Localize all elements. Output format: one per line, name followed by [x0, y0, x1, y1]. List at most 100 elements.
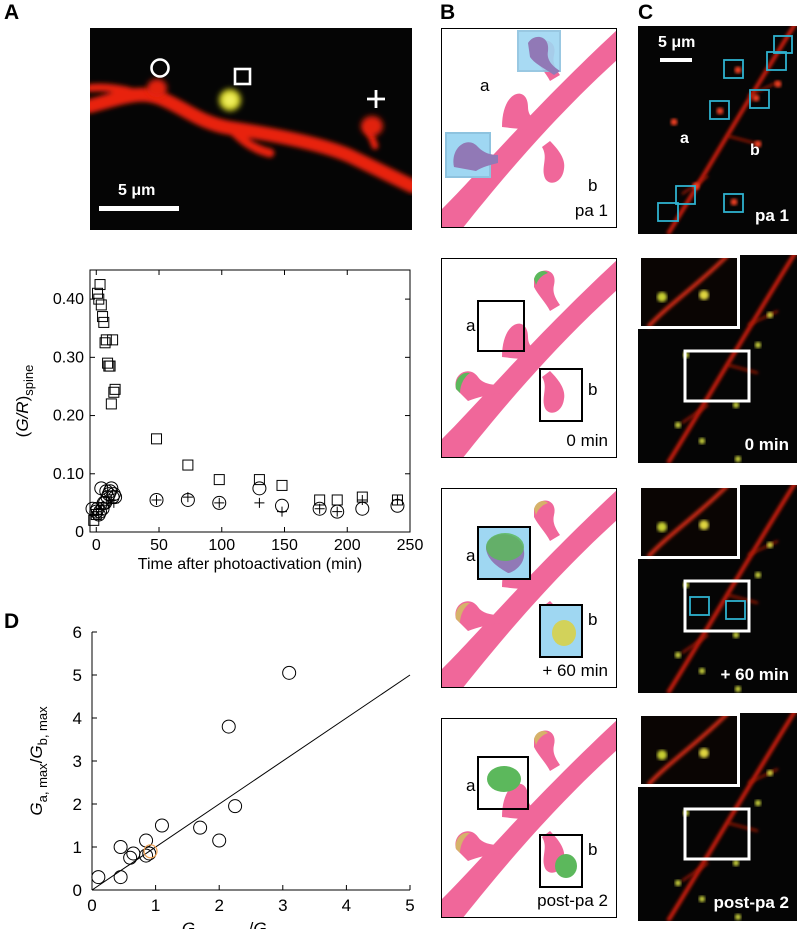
chart-a-point-circle: [330, 504, 345, 519]
spine-a: [502, 783, 546, 823]
fluorescence-image: [638, 485, 797, 693]
label-b: b: [588, 176, 597, 195]
spine-spot: [734, 66, 742, 74]
chart-a-point-square: [98, 316, 110, 328]
chart-a-point-square: [253, 474, 265, 486]
chart-d-ytick-label: 4: [73, 709, 82, 728]
inset-spot: [699, 290, 709, 300]
chart-a-point-plus: [357, 494, 368, 505]
chart-d-xtick-label: 4: [342, 896, 351, 915]
panel-label-d: D: [4, 610, 20, 633]
spine-spot: [675, 422, 681, 428]
chart-a-xtick-label: 150: [271, 537, 298, 554]
spine-spot: [699, 896, 705, 902]
dendrite-trace: [666, 713, 797, 921]
chart-a-point-plus: [314, 503, 325, 514]
chart-a-point-plus: [214, 497, 225, 508]
cyan-roi-box: [675, 185, 696, 205]
chart-d-xtick-label: 3: [278, 896, 287, 915]
chart-d-xtick-label: 5: [405, 896, 414, 915]
spine-trace: [681, 540, 779, 654]
label-b: b: [588, 610, 597, 629]
spine-top: [534, 270, 560, 311]
chart-d-ytick-label: 2: [73, 795, 82, 814]
chart-a-xtick-label: 250: [397, 537, 424, 554]
purple-spine: [528, 36, 560, 75]
spine-spot: [755, 572, 761, 578]
label-a: a: [466, 776, 476, 795]
label-a: a: [466, 546, 476, 565]
spine-spot: [735, 686, 741, 692]
inset-spot: [657, 750, 667, 760]
chart-a-point-circle: [212, 495, 227, 510]
cyan-roi-box: [723, 193, 744, 213]
spine-spot: [754, 140, 762, 148]
panel-c-label-a: a: [680, 130, 689, 147]
chart-d-ylabel: Ga, max/Gb, max: [27, 706, 50, 816]
label-b: b: [588, 380, 597, 399]
cyan-roi-box: [749, 89, 770, 109]
spine-top: [534, 730, 560, 771]
fluorescence-image: [638, 255, 797, 463]
chart-a-point-circle: [89, 504, 104, 519]
chart-a-xtick-label: 0: [92, 537, 101, 554]
micrograph-frame: 5 μm a b pa 1: [638, 26, 797, 234]
chart-a-point-circle: [149, 492, 164, 507]
chart-a: 0 50 100 150 200 250 0 0.10 0.20 0.30 0.40 Time aft…: [13, 269, 424, 573]
chart-d-point: [113, 870, 128, 885]
chart-d: 0 1 2 3 4 5 0 1 2 3 4 5 6 Ga, 60 min/Gb, 60 min Ga, ma…: [27, 623, 415, 929]
spine-spot: [670, 118, 678, 126]
green-spine: [555, 854, 577, 878]
label-b: b: [588, 840, 597, 859]
schematic-caption: + 60 min: [542, 661, 608, 680]
micrograph-frame: + 60 min: [638, 485, 797, 693]
chart-d-ytick-label: 3: [73, 752, 82, 771]
micrograph-caption: 0 min: [744, 435, 789, 454]
schematic-caption: pa 1: [574, 201, 608, 220]
panel-label-b: B: [440, 1, 456, 24]
chart-d-xtick-label: 1: [151, 896, 160, 915]
spine-trace: [681, 768, 779, 882]
panel-c-scale-label: 5 μm: [658, 34, 696, 51]
chart-a-point-square: [94, 279, 106, 291]
chart-d-point: [282, 665, 297, 680]
chart-d-ytick-label: 5: [73, 666, 82, 685]
chart-a-point-square: [151, 433, 163, 445]
spine-b: [542, 371, 565, 413]
chart-a-point-square: [107, 334, 119, 346]
purple-spine: [453, 142, 498, 171]
spine-tip: [534, 731, 548, 745]
chart-d-xtick-label: 2: [214, 896, 223, 915]
micrograph-caption: post-pa 2: [713, 893, 789, 912]
chart-a-point-plus: [93, 509, 104, 520]
micrograph-caption: + 60 min: [720, 665, 789, 684]
dendrite-micrograph-image: [90, 79, 412, 193]
chart-d-point: [126, 846, 141, 861]
chart-a-xtick-label: 200: [334, 537, 361, 554]
dendrite-schematic: a b: [442, 30, 616, 227]
inset-border: [638, 485, 740, 559]
cyan-roi-box: [766, 51, 787, 71]
inset-dendrite: [646, 255, 730, 329]
spine-tip: [455, 602, 470, 623]
chart-a-ytick-label: 0.20: [53, 408, 84, 425]
chart-a-point-plus: [254, 497, 265, 508]
chart-a-plot-frame: [89, 269, 411, 533]
chart-a-point-square: [92, 287, 104, 299]
spine-spot: [767, 542, 773, 548]
chart-a-point-circle: [100, 490, 115, 505]
chart-a-point-square: [276, 479, 288, 491]
micrograph-frame: 0 min: [638, 255, 797, 463]
label-a: a: [466, 316, 476, 335]
dendrite-trace: [666, 255, 797, 463]
inset-spot: [657, 292, 667, 302]
spine-spot: [733, 860, 739, 866]
chart-a-point-square: [97, 311, 109, 323]
chart-a-point-plus: [277, 506, 287, 517]
schematic-frame: a b 0 min: [441, 258, 617, 458]
chart-a-point-square: [105, 398, 117, 410]
box-a: [477, 756, 529, 810]
chart-a-point-square: [99, 337, 111, 349]
schematic-frame: a b pa 1: [441, 28, 617, 228]
spine-spot: [767, 770, 773, 776]
